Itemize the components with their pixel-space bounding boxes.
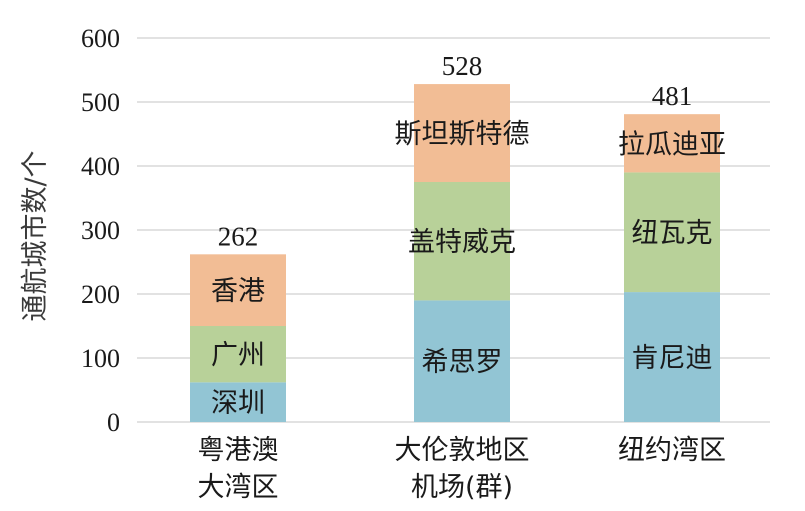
segment-label: 深圳 [211, 388, 265, 419]
segment-label: 斯坦斯特德 [395, 119, 530, 150]
total-label: 528 [442, 51, 483, 81]
x-category-label: 粤港澳 [198, 435, 279, 466]
segment-label: 广州 [211, 340, 265, 371]
segment-label: 香港 [211, 276, 265, 307]
segment-label: 拉瓜迪亚 [618, 129, 726, 160]
bar-segment [190, 326, 286, 383]
y-tick-label: 400 [81, 152, 120, 181]
bar-segment [414, 84, 510, 182]
y-tick-label: 100 [81, 344, 120, 373]
y-tick-label: 0 [107, 408, 120, 437]
segment-label: 纽瓦克 [632, 218, 713, 249]
bar-segment [624, 114, 720, 173]
x-category-label: 大湾区 [198, 472, 279, 503]
y-tick-label: 500 [81, 88, 120, 117]
x-category-label: 机场(群) [411, 472, 513, 503]
y-axis-label: 通航城市数/个 [20, 150, 51, 321]
bar-segment [414, 300, 510, 422]
total-label: 262 [218, 221, 259, 251]
segment-label: 肯尼迪 [632, 343, 713, 374]
bar-segment [190, 254, 286, 326]
y-tick-label: 300 [81, 216, 120, 245]
y-tick-label: 200 [81, 280, 120, 309]
bar-segment [624, 292, 720, 422]
bars [190, 84, 720, 422]
y-axis-ticks: 0 100 200 300 400 500 600 [81, 24, 120, 437]
bar-segment [624, 172, 720, 293]
bar-segment [190, 382, 286, 422]
total-labels: 262 528 481 [218, 51, 693, 251]
segment-label: 希思罗 [422, 347, 503, 378]
x-category-label: 大伦敦地区 [395, 435, 530, 466]
segment-label: 盖特威克 [408, 227, 516, 258]
x-category-label: 纽约湾区 [618, 435, 726, 466]
total-label: 481 [652, 81, 693, 111]
bar-segment [414, 182, 510, 301]
y-tick-label: 600 [81, 24, 120, 53]
